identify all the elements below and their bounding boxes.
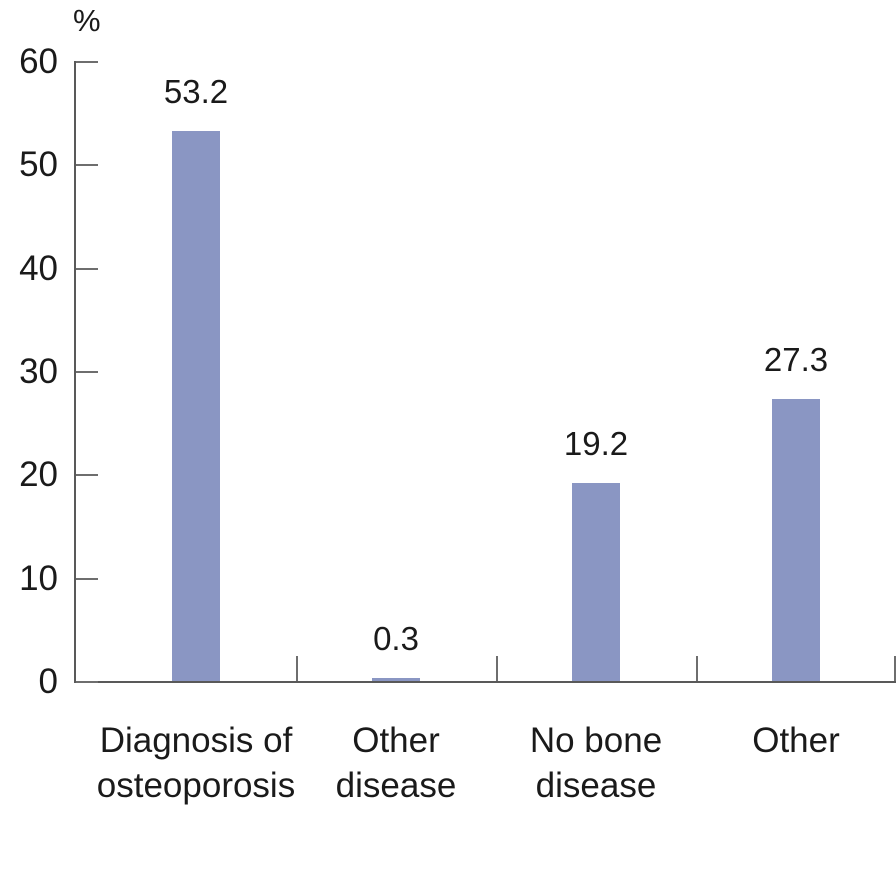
y-axis-tick xyxy=(76,164,98,167)
y-axis-tick xyxy=(76,681,98,683)
x-category-label: No bone disease xyxy=(529,721,663,805)
x-axis-line xyxy=(74,681,896,683)
bar xyxy=(372,678,420,681)
y-axis-tick xyxy=(76,267,98,270)
y-axis-tick-label: 40 xyxy=(19,248,58,288)
x-axis-tick xyxy=(894,656,896,681)
bar xyxy=(772,399,820,681)
bar xyxy=(572,483,620,681)
y-axis-tick-label: 10 xyxy=(19,558,58,598)
y-axis-tick xyxy=(76,474,98,477)
y-axis-unit-label: % xyxy=(73,3,101,38)
x-axis-tick xyxy=(496,656,498,681)
y-axis-tick-label: 0 xyxy=(38,662,58,701)
x-category-label: Other xyxy=(752,721,840,760)
y-axis-tick-label: 30 xyxy=(19,352,58,391)
y-axis-tick-label: 20 xyxy=(19,455,58,495)
bar-value-label: 19.2 xyxy=(563,425,629,462)
x-axis-tick xyxy=(696,656,698,681)
bar-value-label: 0.3 xyxy=(373,620,419,657)
y-axis-tick xyxy=(76,577,98,580)
x-category-label: Diagnosis of osteoporosis xyxy=(96,721,296,805)
bar xyxy=(172,131,220,681)
x-category-label: Other disease xyxy=(335,721,457,805)
y-axis-tick-label: 60 xyxy=(19,42,58,81)
y-axis-line xyxy=(74,61,76,683)
y-axis-tick-label: 50 xyxy=(19,145,58,185)
bar-value-label: 27.3 xyxy=(763,341,829,378)
y-axis-tick xyxy=(76,371,98,373)
y-axis-tick xyxy=(76,61,98,63)
x-axis-tick xyxy=(296,656,298,681)
bar-value-label: 53.2 xyxy=(163,73,229,110)
